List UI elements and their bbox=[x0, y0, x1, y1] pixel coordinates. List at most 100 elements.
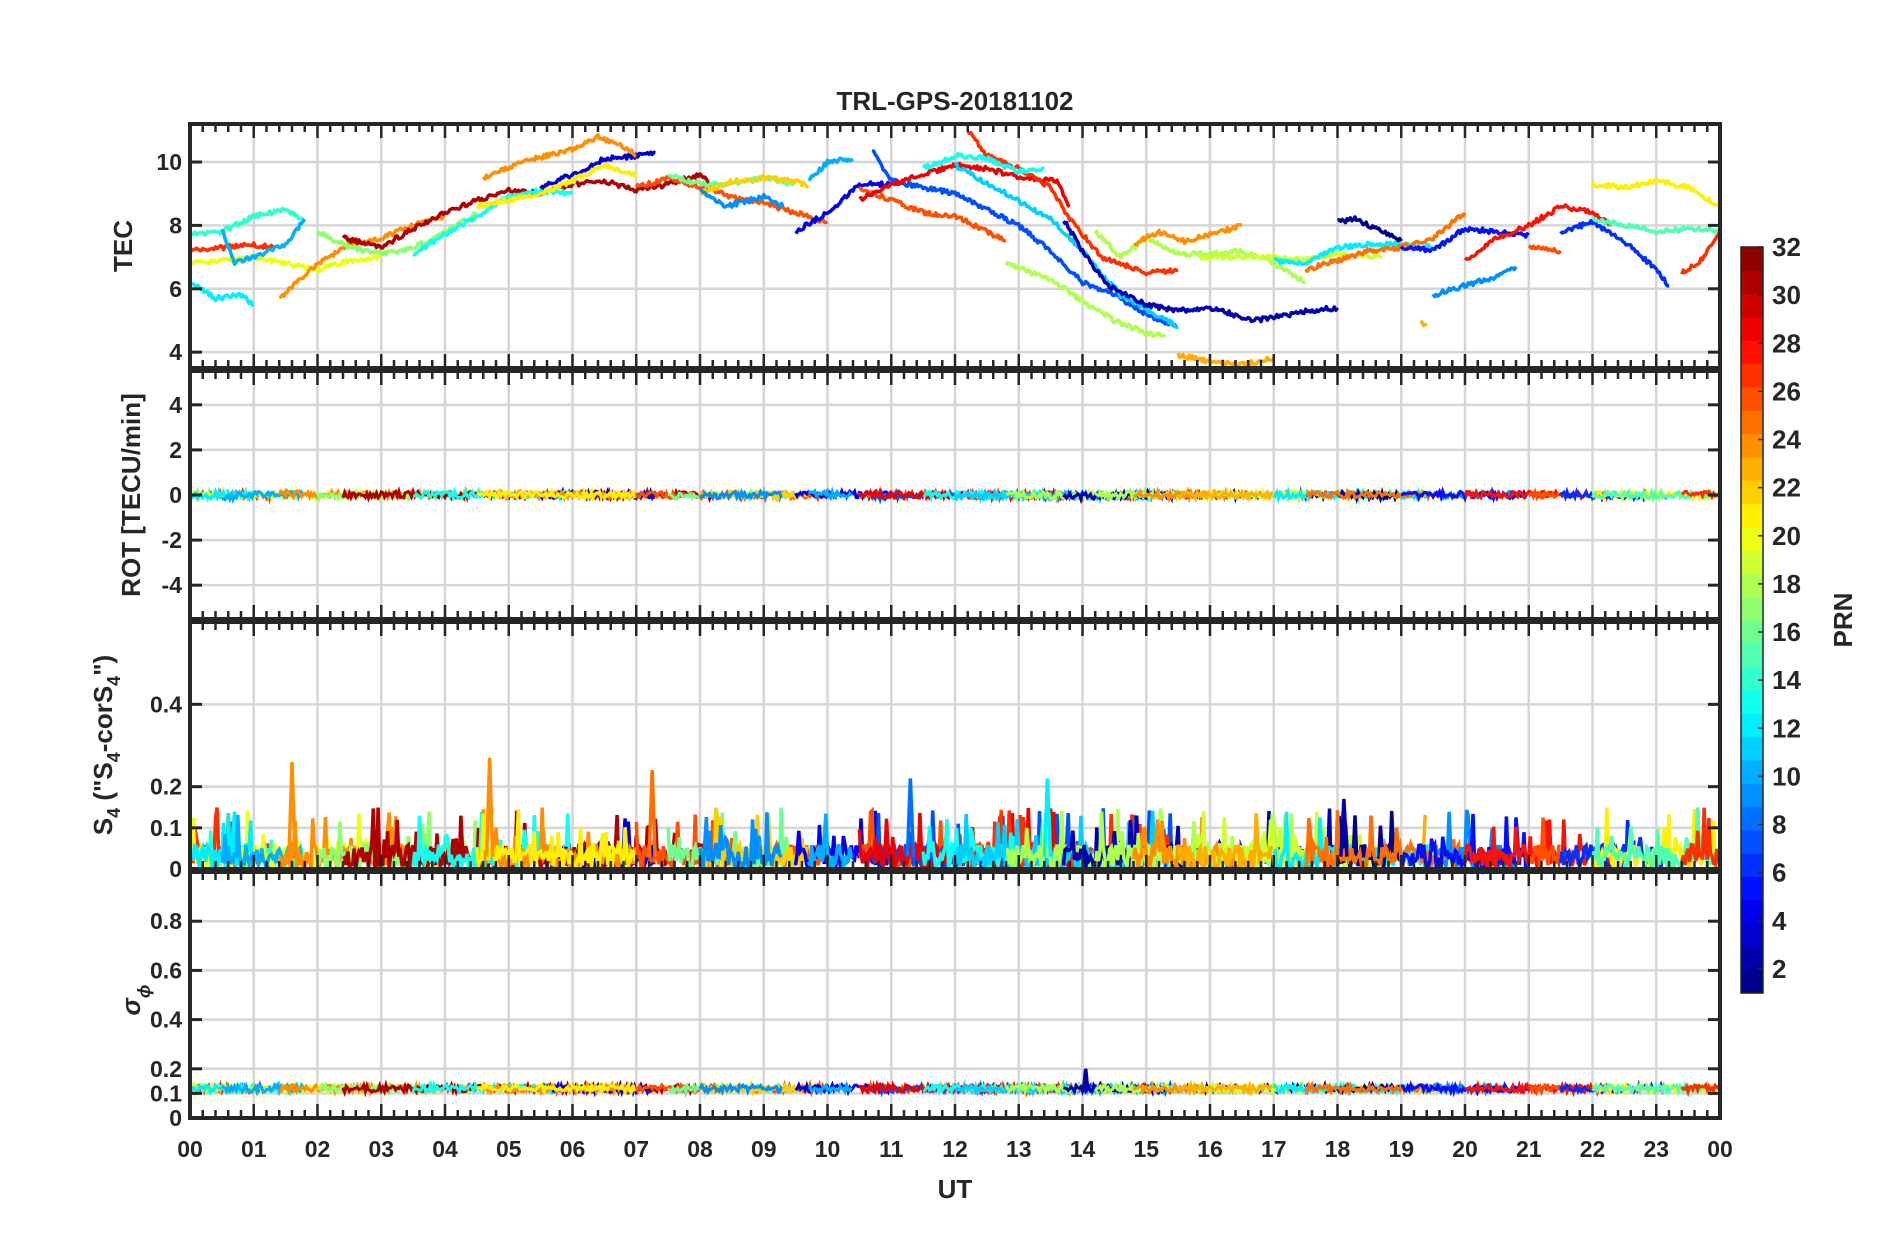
colorbar-segment bbox=[1741, 666, 1763, 691]
x-tick-label: 20 bbox=[1452, 1136, 1478, 1162]
x-tick-label: 11 bbox=[879, 1136, 904, 1162]
y-tick-label: 0.4 bbox=[150, 691, 182, 717]
tec-series-prn-27 bbox=[966, 130, 1179, 277]
colorbar-tick-label: 22 bbox=[1772, 473, 1801, 503]
label-part: σ bbox=[116, 996, 146, 1015]
sigma-series-prn-23 bbox=[1176, 1079, 1274, 1097]
s4-series-prn-26 bbox=[634, 814, 827, 874]
tec-series-prn-26 bbox=[1527, 244, 1562, 255]
tec-series-prn-27 bbox=[1680, 230, 1722, 275]
rot-series-prn-21 bbox=[476, 486, 637, 503]
colorbar-outline bbox=[1740, 246, 1764, 994]
tec-series-prn-21 bbox=[475, 162, 638, 210]
colorbar-tick-label: 32 bbox=[1772, 232, 1801, 262]
sigma-series-prn-21 bbox=[476, 1080, 637, 1098]
colorbar-segment bbox=[1741, 270, 1763, 295]
x-tick-label: 23 bbox=[1643, 1136, 1669, 1162]
colorbar-segment bbox=[1741, 923, 1763, 947]
tec-series-prn-9 bbox=[1431, 265, 1518, 299]
sigma-series-prn-22 bbox=[698, 1079, 809, 1098]
x-tick-label: 12 bbox=[942, 1136, 968, 1162]
colorbar-segment bbox=[1741, 876, 1763, 901]
y-tick-label: 0.2 bbox=[150, 774, 182, 800]
x-tick-label: 07 bbox=[623, 1136, 649, 1162]
colorbar-tick-label: 26 bbox=[1772, 376, 1801, 406]
tec-series-prn-9 bbox=[698, 187, 785, 209]
tec-series-prn-23 bbox=[1176, 352, 1275, 369]
sigma-series-prn-27 bbox=[1680, 1081, 1720, 1098]
tec-series-prn-13 bbox=[412, 187, 574, 257]
s4-spike bbox=[484, 757, 495, 857]
colorbar-segment bbox=[1741, 526, 1763, 551]
s4-spike bbox=[1042, 778, 1053, 857]
colorbar-segment bbox=[1741, 713, 1763, 738]
tec-series-prn-29 bbox=[858, 161, 1071, 208]
tec-series-prn-18 bbox=[1004, 260, 1167, 339]
colorbar-tick-label: 28 bbox=[1772, 328, 1801, 358]
tec-series-prn-23 bbox=[1419, 320, 1428, 328]
label-part: ") bbox=[88, 655, 118, 676]
y-axis-label-s4: S4 ("S4-corS4") bbox=[88, 655, 124, 835]
colorbar-tick-label: 2 bbox=[1772, 954, 1786, 984]
colorbar-tick-label: 12 bbox=[1772, 713, 1801, 743]
x-tick-label: 19 bbox=[1388, 1136, 1414, 1162]
s4-series-prn-9 bbox=[698, 812, 783, 875]
x-tick-label: 10 bbox=[815, 1136, 841, 1162]
subscript: ϕ bbox=[134, 985, 154, 999]
s4-spike bbox=[287, 761, 297, 857]
colorbar-segment bbox=[1741, 736, 1763, 761]
x-tick-label: 21 bbox=[1516, 1136, 1542, 1162]
colorbar-segment bbox=[1741, 316, 1763, 341]
rot-series-prn-23 bbox=[1176, 487, 1274, 503]
tec-series-prn-17 bbox=[315, 211, 479, 257]
y-tick-label: 0.2 bbox=[150, 1056, 182, 1082]
tec-series-prn-26 bbox=[858, 185, 1007, 243]
colorbar-tick-label: 24 bbox=[1772, 425, 1801, 455]
colorbar-segment bbox=[1741, 969, 1763, 994]
colorbar-tick-label: 30 bbox=[1772, 280, 1801, 310]
y-tick-label: 4 bbox=[169, 339, 182, 365]
colorbar-segment bbox=[1741, 293, 1763, 318]
sigma-series-prn-12 bbox=[188, 1081, 254, 1097]
colorbar-segment bbox=[1741, 806, 1763, 831]
label-part: ("S bbox=[88, 762, 118, 808]
tec-series-prn-6 bbox=[1559, 218, 1670, 288]
chart-title: TRL-GPS-20181102 bbox=[836, 86, 1073, 116]
colorbar-segment bbox=[1741, 363, 1763, 388]
label-part: S bbox=[88, 818, 118, 835]
y-tick-label: 0.1 bbox=[150, 815, 182, 841]
y-tick-label: 0.4 bbox=[150, 1007, 182, 1033]
x-tick-label: 16 bbox=[1197, 1136, 1223, 1162]
y-axis-label-tec: TEC bbox=[108, 220, 138, 272]
y-axis-label-sigma: σϕ bbox=[116, 985, 154, 1016]
s4-series-prn-26 bbox=[1527, 817, 1561, 870]
colorbar-segment bbox=[1741, 410, 1763, 435]
s4-spike bbox=[905, 778, 916, 857]
y-axis-label-rot: ROT [TECU/min] bbox=[116, 393, 146, 597]
s4-series-prn-23 bbox=[1176, 813, 1274, 875]
x-tick-label: 05 bbox=[496, 1136, 522, 1162]
x-tick-label: 03 bbox=[368, 1136, 394, 1162]
x-tick-label: 22 bbox=[1580, 1136, 1606, 1162]
tec-series-prn-2 bbox=[1062, 220, 1339, 324]
tec-series-prn-21 bbox=[1590, 177, 1721, 209]
x-tick-label: 00 bbox=[177, 1136, 203, 1162]
tec-series-prn-27 bbox=[188, 241, 275, 254]
tec-series-prn-24 bbox=[278, 213, 446, 300]
subscript: 4 bbox=[104, 808, 124, 818]
x-tick-label: 04 bbox=[432, 1136, 458, 1162]
tec-series-prn-1 bbox=[1336, 215, 1403, 243]
colorbar-segment bbox=[1741, 503, 1763, 528]
colorbar-segment bbox=[1741, 550, 1763, 574]
tec-series-prn-11 bbox=[953, 162, 1179, 330]
colorbar-tick-label: 10 bbox=[1772, 761, 1801, 791]
x-tick-label: 01 bbox=[241, 1136, 267, 1162]
tec-series-prn-31 bbox=[341, 172, 714, 250]
colorbar-tick-label: 6 bbox=[1772, 858, 1786, 888]
s4-series-prn-27 bbox=[1680, 807, 1721, 868]
subscript: 4 bbox=[104, 752, 124, 762]
tec-series-prn-22 bbox=[699, 173, 810, 196]
colorbar-tick-label: 14 bbox=[1772, 665, 1801, 695]
y-tick-label: 0 bbox=[169, 1105, 182, 1131]
